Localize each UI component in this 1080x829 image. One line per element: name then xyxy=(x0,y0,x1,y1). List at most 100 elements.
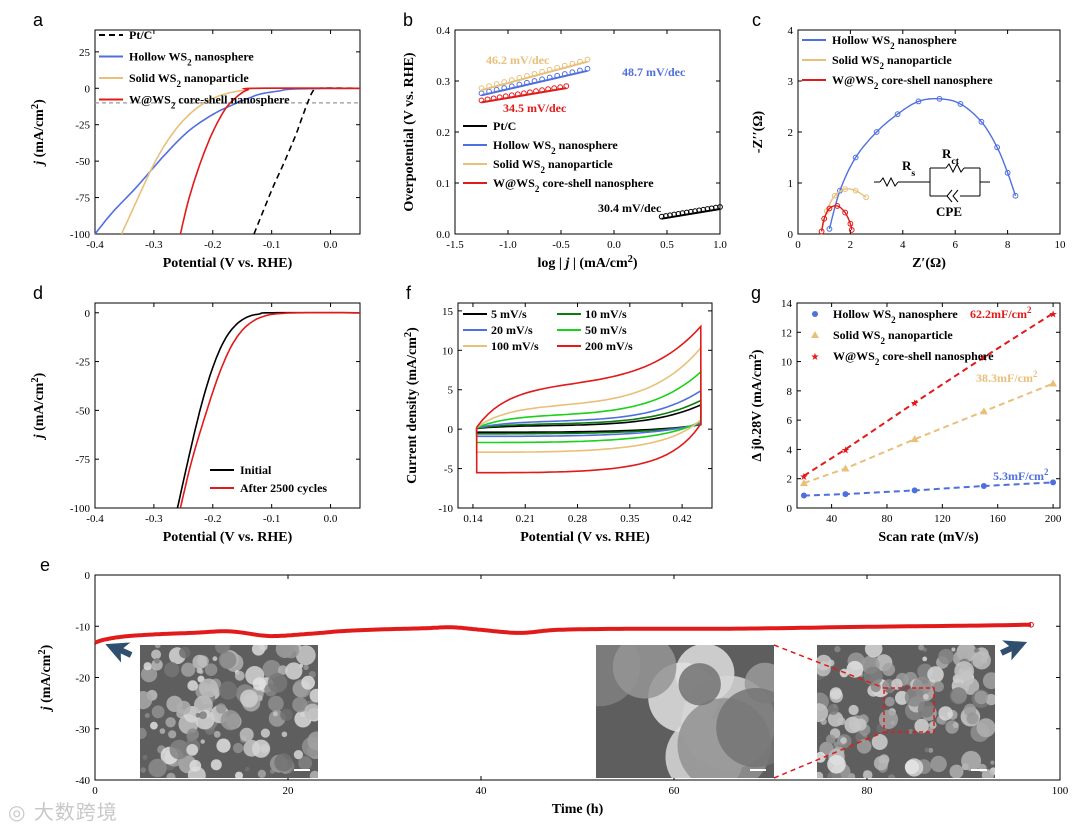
marker-ring xyxy=(978,118,985,125)
sem-particle xyxy=(187,680,198,691)
sem-particle xyxy=(846,660,864,678)
y-tick-label: 3 xyxy=(788,76,794,88)
y-tick-label: -20 xyxy=(75,673,90,685)
sem-particle xyxy=(194,695,213,715)
sem-particle xyxy=(199,711,207,720)
y-tick-label: -25 xyxy=(75,120,90,132)
sem-particle xyxy=(257,769,266,778)
sem-particle xyxy=(878,709,899,730)
resistor-rs xyxy=(879,176,899,188)
sem-particle xyxy=(166,772,176,778)
plot-frame xyxy=(457,302,713,509)
marker-ring xyxy=(863,194,870,201)
y-tick-label: 0 xyxy=(85,308,91,320)
sem-particle xyxy=(150,721,158,730)
y-tick-label: 14 xyxy=(781,298,793,310)
marker-circle xyxy=(1050,479,1057,486)
marker-star: ★ xyxy=(841,445,850,456)
y-tick-label: 2 xyxy=(787,474,793,486)
marker-triangle xyxy=(841,464,850,472)
marker-circle xyxy=(800,492,807,499)
panel-letter: e xyxy=(40,555,50,575)
legend-label: After 2500 cycles xyxy=(240,481,327,495)
sem-particle xyxy=(272,711,278,717)
sem-particle xyxy=(962,677,980,695)
y-tick-label: 15 xyxy=(442,306,454,318)
marker-ring xyxy=(818,228,825,235)
fit-line xyxy=(481,60,588,92)
sem-particle xyxy=(817,703,829,722)
sem-particle xyxy=(151,705,165,719)
sem-particle xyxy=(914,718,929,734)
sem-particle xyxy=(165,717,176,728)
sem-particle xyxy=(281,731,288,738)
y-tick-label: 0 xyxy=(85,570,91,582)
sem-particle xyxy=(848,704,859,716)
y-tick-label: -100 xyxy=(70,503,91,515)
marker-triangle xyxy=(979,407,988,415)
x-tick-label: 0.28 xyxy=(568,513,588,525)
y-tick-label: -10 xyxy=(438,503,453,515)
panel-letter: d xyxy=(33,283,43,303)
capacitance-label: 5.3mF/cm2 xyxy=(993,467,1049,483)
sem-particle xyxy=(304,703,318,720)
sem-particle xyxy=(862,770,873,778)
sem-particle xyxy=(164,662,180,678)
watermark-icon: ◎ xyxy=(8,800,27,824)
x-tick-label: -0.2 xyxy=(204,513,221,525)
legend-item: ★ W@WS2 core-shell nanosphere xyxy=(811,349,995,367)
legend-label: Hollow WS2 nanosphere xyxy=(833,307,958,325)
marker-ring xyxy=(1004,169,1011,176)
legend-label: 20 mV/s xyxy=(491,323,533,337)
legend-item: 50 mV/s xyxy=(557,323,627,337)
sem-particle xyxy=(159,728,166,734)
sem-particle xyxy=(817,751,826,763)
arrow-icon xyxy=(105,642,133,663)
marker-ring xyxy=(831,192,838,199)
sem-particle xyxy=(307,731,318,751)
x-tick-label: 6 xyxy=(952,239,958,251)
sem-particle xyxy=(904,687,925,707)
series-line xyxy=(179,311,360,509)
legend-label: Hollow WS2 nanosphere xyxy=(129,50,254,68)
sem-particle xyxy=(148,758,167,778)
sem-particle xyxy=(938,648,954,665)
sem-particle xyxy=(976,718,995,738)
plot-frame xyxy=(94,29,361,235)
legend-label: 10 mV/s xyxy=(585,307,627,321)
marker-circle xyxy=(842,491,849,498)
sem-particle xyxy=(961,750,982,771)
sem-particle xyxy=(864,645,883,658)
y-tick-label: -50 xyxy=(75,405,90,417)
zoom-box xyxy=(883,687,935,733)
sem-particle xyxy=(140,727,147,739)
marker-ring xyxy=(478,97,485,104)
sem-particle xyxy=(154,645,161,649)
x-tick-label: -0.4 xyxy=(86,239,104,251)
sem-particle xyxy=(864,674,871,681)
y-tick-label: -50 xyxy=(75,156,90,168)
sem-particle xyxy=(151,659,163,671)
legend-item: Hollow WS2 nanosphere xyxy=(463,138,618,156)
legend-item: Solid WS2 nanoparticle xyxy=(811,328,953,346)
x-tick-label: -0.3 xyxy=(145,239,163,251)
sem-particle xyxy=(199,678,219,698)
sem-particle xyxy=(252,739,271,758)
panel-b: -1.5 -1.0 -0.5 0.0 0.5 1.0 0.0 0.1 0.2 0.3 0.4 log … xyxy=(402,10,727,271)
x-tick-label: -0.2 xyxy=(204,239,221,251)
cv-loop xyxy=(475,399,702,435)
legend-label: W@WS2 core-shell nanosphere xyxy=(833,349,994,367)
sem-particle xyxy=(274,753,293,772)
sem-particle xyxy=(982,672,995,690)
legend-item: Solid WS2 nanoparticle xyxy=(463,157,613,175)
sem-particle xyxy=(873,756,889,771)
sem-particle xyxy=(930,755,947,773)
marker-ring xyxy=(847,220,854,227)
legend-label: W@WS2 core-shell nanosphere xyxy=(129,93,290,111)
sem-particle xyxy=(283,645,300,659)
x-axis-label: Potential (V vs. RHE) xyxy=(163,530,293,545)
sem-particle xyxy=(951,647,956,652)
sem-image-after xyxy=(817,645,995,778)
x-tick-label: 0 xyxy=(92,785,98,797)
y-tick-label: -10 xyxy=(75,621,90,633)
